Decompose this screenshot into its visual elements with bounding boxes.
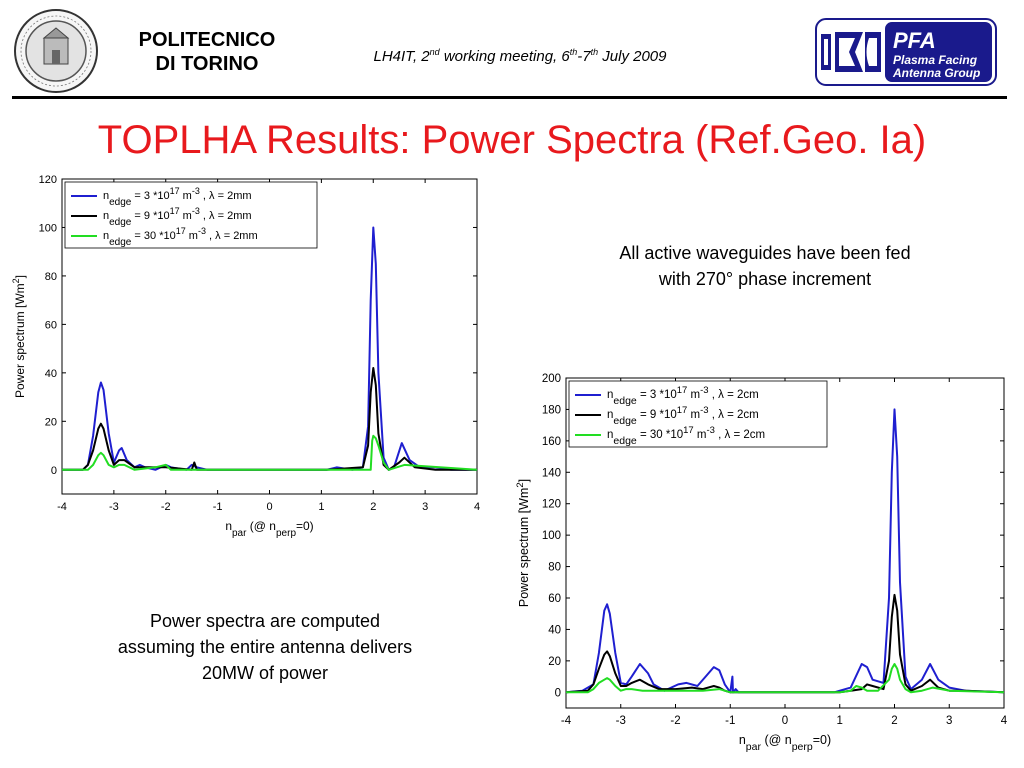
x-tick-label: 4 (474, 501, 480, 513)
x-tick-label: -2 (670, 715, 680, 727)
phase-note-line2: with 270° phase increment (658, 269, 872, 289)
chart-right-group: -4 -3 -2 -1 0 1 2 3 4020406080100120140160180200… (515, 373, 1008, 753)
x-tick-label: 1 (837, 715, 843, 727)
organization-name: POLITECNICO DI TORINO (112, 28, 302, 76)
meeting-sup: nd (429, 47, 440, 57)
org-name-line2: DI TORINO (155, 53, 259, 75)
phase-note-line1: All active waveguides have been fed (619, 243, 911, 263)
series-line-3 (566, 663, 1004, 694)
meeting-sup: th (569, 47, 578, 57)
legend-entry: nedge = 9 *1017 m-3 , λ = 2mm (103, 206, 252, 228)
x-tick-label: -4 (561, 715, 572, 727)
header-divider (12, 96, 1007, 99)
y-tick-label: 40 (548, 624, 561, 636)
legend-entry: nedge = 9 *1017 m-3 , λ = 2cm (607, 405, 759, 428)
x-tick-label: 2 (891, 715, 897, 727)
y-tick-label: 80 (45, 271, 57, 283)
x-tick-label: -2 (161, 501, 171, 513)
x-tick-label: -3 (109, 501, 119, 513)
y-tick-label: 60 (45, 319, 57, 331)
x-tick-label: -4 (57, 501, 67, 513)
meeting-sup: th (590, 47, 599, 57)
legend-box (568, 380, 828, 448)
slide-title: TOPLHA Results: Power Spectra (Ref.Geo. … (97, 118, 927, 162)
meeting-text: LH4IT, 2 (373, 48, 430, 65)
series-line-3 (62, 434, 477, 471)
y-axis-label: Power spectrum [Wm2] (515, 479, 532, 607)
y-tick-label: 160 (542, 436, 561, 448)
y-tick-label: 20 (45, 416, 57, 428)
y-tick-label: 100 (542, 530, 561, 542)
antenna-icon (821, 32, 881, 72)
y-tick-label: 120 (542, 499, 561, 511)
meeting-text: -7 (577, 48, 591, 65)
pfa-line1: Plasma Facing (893, 53, 978, 67)
y-tick-label: 180 (542, 404, 561, 416)
x-tick-label: 0 (266, 501, 272, 513)
university-seal-icon (8, 8, 104, 94)
phase-note: All active waveguides have been fed with… (560, 240, 970, 292)
meeting-text: July 2009 (598, 48, 667, 65)
y-tick-label: 100 (39, 222, 57, 234)
x-tick-label: 0 (782, 715, 788, 727)
y-tick-label: 60 (548, 593, 561, 605)
series-line-1 (566, 408, 1004, 694)
y-tick-label: 0 (555, 687, 561, 699)
meeting-caption: LH4IT, 2nd working meeting, 6th-7th July… (330, 47, 710, 65)
y-tick-label: 80 (548, 562, 561, 574)
y-tick-label: 0 (51, 465, 57, 477)
x-tick-label: -1 (725, 715, 735, 727)
pfa-line2: Antenna Group (892, 66, 980, 80)
org-name-line1: POLITECNICO (138, 29, 276, 51)
power-note: Power spectra are computed assuming the … (60, 608, 470, 686)
y-tick-label: 140 (542, 467, 561, 479)
pfa-title: PFA (893, 28, 936, 53)
power-note-line3: 20MW of power (201, 663, 329, 683)
x-axis-label: npar (@ nperp=0) (739, 733, 831, 753)
x-tick-label: 3 (422, 501, 428, 513)
pfa-logo: PFA Plasma Facing Antenna Group (815, 18, 997, 86)
y-tick-label: 40 (45, 368, 57, 380)
legend-entry: nedge = 3 *1017 m-3 , λ = 2cm (607, 385, 759, 408)
legend-entry: nedge = 3 *1017 m-3 , λ = 2mm (103, 186, 252, 208)
x-tick-label: 1 (318, 501, 324, 513)
y-tick-label: 120 (39, 174, 57, 186)
x-axis-label: npar (@ nperp=0) (225, 519, 313, 539)
legend-entry: nedge = 30 *1017 m-3 , λ = 2cm (607, 425, 765, 448)
power-note-line1: Power spectra are computed (149, 611, 381, 631)
y-tick-label: 20 (548, 656, 561, 668)
x-tick-label: -3 (616, 715, 626, 727)
power-note-line2: assuming the entire antenna delivers (117, 637, 413, 657)
x-tick-label: 4 (1001, 715, 1008, 727)
y-axis-label: Power spectrum [Wm2] (11, 275, 27, 398)
x-tick-label: 3 (946, 715, 952, 727)
y-tick-label: 200 (542, 373, 561, 385)
legend-entry: nedge = 30 *1017 m-3 , λ = 2mm (103, 226, 258, 248)
legend-box (64, 181, 318, 249)
meeting-text: working meeting, 6 (439, 48, 570, 65)
x-tick-label: 2 (370, 501, 376, 513)
x-tick-label: -1 (213, 501, 223, 513)
